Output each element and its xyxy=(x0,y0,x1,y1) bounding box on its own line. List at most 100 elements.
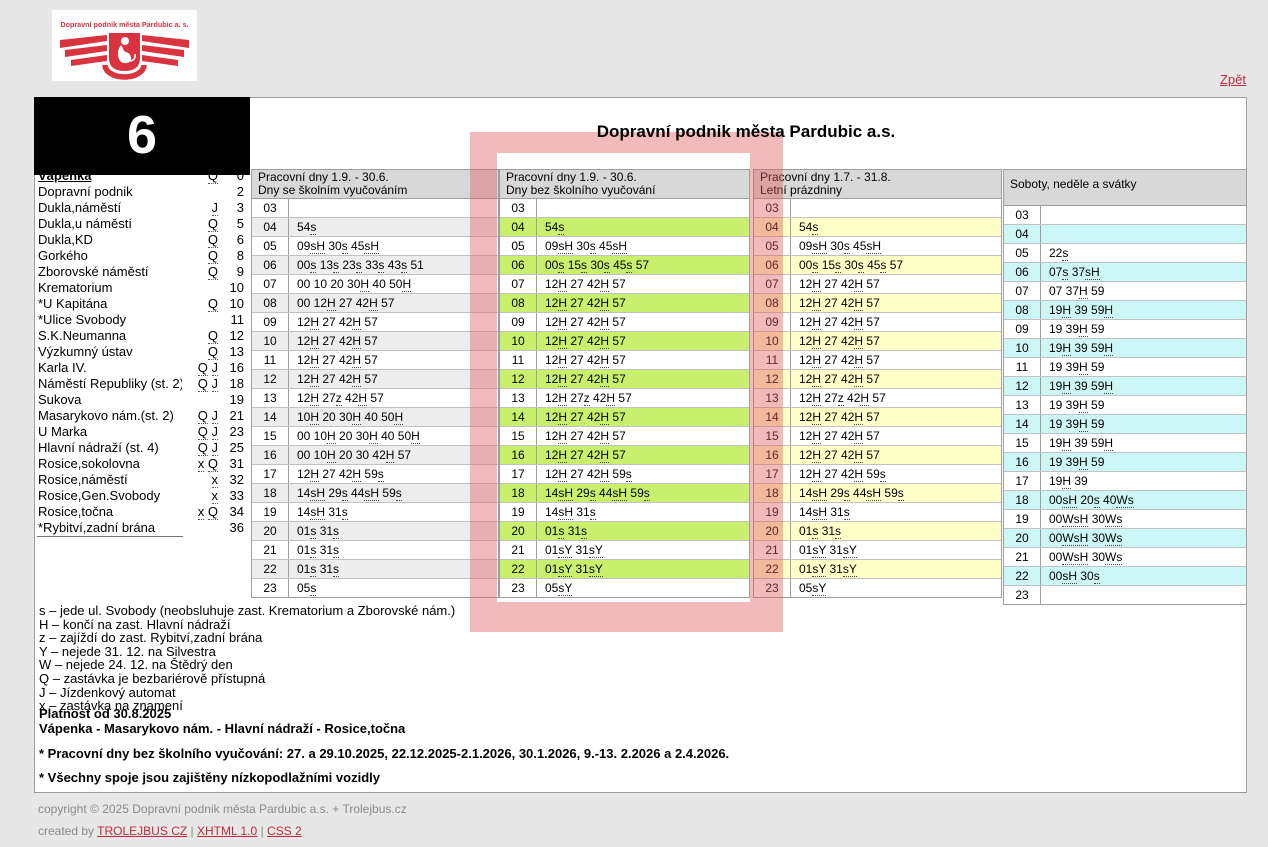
stop-flag-x[interactable]: x xyxy=(211,488,218,504)
note-mark-sY[interactable]: sY xyxy=(558,581,573,596)
note-mark-H[interactable]: H xyxy=(854,410,864,425)
note-mark-s[interactable]: s xyxy=(581,524,588,539)
note-mark-s[interactable]: s xyxy=(310,258,317,273)
stop-flag-J[interactable]: J xyxy=(211,440,218,456)
stop-flag-Q[interactable]: Q xyxy=(207,168,218,184)
note-mark-sH[interactable]: sH xyxy=(310,239,326,254)
note-mark-H[interactable]: H xyxy=(854,353,864,368)
note-mark-sY[interactable]: sY xyxy=(558,543,573,558)
note-mark-sH[interactable]: sH xyxy=(1085,265,1100,280)
stop-flag-Q[interactable]: Q xyxy=(207,296,218,312)
stop-flag-Q[interactable]: Q xyxy=(207,232,218,248)
note-mark-WsH[interactable]: WsH xyxy=(1062,512,1089,527)
note-mark-H[interactable]: H xyxy=(812,372,822,387)
note-mark-s[interactable]: s xyxy=(581,258,588,273)
note-mark-H[interactable]: H xyxy=(394,410,404,425)
note-mark-H[interactable]: H xyxy=(606,391,616,406)
note-mark-H[interactable]: H xyxy=(1062,303,1072,318)
note-mark-H[interactable]: H xyxy=(327,448,336,463)
note-mark-H[interactable]: H xyxy=(1062,341,1072,356)
note-mark-H[interactable]: H xyxy=(310,391,320,406)
note-mark-H[interactable]: H xyxy=(1104,379,1114,394)
dpmp-logo[interactable]: Dopravní podnik města Pardubic a. s. xyxy=(52,10,197,81)
note-mark-H[interactable]: H xyxy=(352,334,362,349)
note-mark-s[interactable]: s xyxy=(603,258,610,273)
note-mark-H[interactable]: H xyxy=(812,315,822,330)
note-mark-H[interactable]: H xyxy=(854,296,864,311)
note-mark-H[interactable]: H xyxy=(310,467,320,482)
note-mark-H[interactable]: H xyxy=(854,334,864,349)
note-mark-s[interactable]: s xyxy=(341,505,348,520)
note-mark-s[interactable]: s xyxy=(333,524,340,539)
note-mark-s[interactable]: s xyxy=(310,562,317,577)
note-mark-H[interactable]: H xyxy=(600,315,610,330)
note-mark-H[interactable]: H xyxy=(812,467,822,482)
stop-flag-J[interactable]: J xyxy=(211,408,218,424)
note-mark-H[interactable]: H xyxy=(558,334,568,349)
note-mark-s[interactable]: s xyxy=(843,505,850,520)
note-mark-s[interactable]: s xyxy=(378,258,385,273)
note-mark-sY[interactable]: sY xyxy=(588,543,603,558)
note-mark-sH[interactable]: sH xyxy=(812,486,828,501)
note-mark-sY[interactable]: sY xyxy=(812,562,827,577)
note-mark-H[interactable]: H xyxy=(402,277,412,292)
stop-flag-Q[interactable]: Q xyxy=(197,424,208,440)
note-mark-H[interactable]: H xyxy=(558,296,568,311)
note-mark-sH[interactable]: sH xyxy=(612,486,628,501)
note-mark-H[interactable]: H xyxy=(812,353,822,368)
note-mark-H[interactable]: H xyxy=(385,448,395,463)
note-mark-sH[interactable]: sH xyxy=(364,486,380,501)
note-mark-H[interactable]: H xyxy=(310,372,320,387)
note-mark-s[interactable]: s xyxy=(401,258,408,273)
note-mark-sH[interactable]: sH xyxy=(310,505,326,520)
note-mark-WsH[interactable]: WsH xyxy=(1062,550,1089,565)
note-mark-H[interactable]: H xyxy=(812,429,822,444)
note-mark-H[interactable]: H xyxy=(1062,474,1072,489)
note-mark-s[interactable]: s xyxy=(879,467,886,482)
stop-flag-Q[interactable]: Q xyxy=(207,264,218,280)
note-mark-H[interactable]: H xyxy=(360,277,370,292)
stop-flag-x[interactable]: x xyxy=(197,504,205,520)
note-mark-H[interactable]: H xyxy=(860,391,870,406)
stop-flag-Q[interactable]: Q xyxy=(197,360,208,376)
note-mark-H[interactable]: H xyxy=(812,334,822,349)
note-mark-s[interactable]: s xyxy=(558,524,565,539)
note-mark-s[interactable]: s xyxy=(812,524,819,539)
note-mark-s[interactable]: s xyxy=(333,543,340,558)
note-mark-H[interactable]: H xyxy=(854,429,864,444)
note-mark-s[interactable]: s xyxy=(310,543,317,558)
note-mark-H[interactable]: H xyxy=(558,467,568,482)
note-mark-H[interactable]: H xyxy=(558,353,568,368)
note-mark-sY[interactable]: sY xyxy=(558,562,573,577)
note-mark-H[interactable]: H xyxy=(327,296,336,311)
note-mark-H[interactable]: H xyxy=(854,277,864,292)
note-mark-s[interactable]: s xyxy=(333,258,340,273)
note-mark-s[interactable]: s xyxy=(558,220,565,235)
stop-flag-J[interactable]: J xyxy=(211,200,218,216)
note-mark-H[interactable]: H xyxy=(558,448,568,463)
note-mark-H[interactable]: H xyxy=(352,372,362,387)
note-mark-z[interactable]: z xyxy=(583,391,590,406)
note-mark-Ws[interactable]: Ws xyxy=(1105,531,1123,546)
note-mark-s[interactable]: s xyxy=(625,467,632,482)
note-mark-H[interactable]: H xyxy=(600,353,610,368)
note-mark-H[interactable]: H xyxy=(1079,284,1088,299)
note-mark-s[interactable]: s xyxy=(812,258,819,273)
note-mark-sY[interactable]: sY xyxy=(812,581,827,596)
note-mark-H[interactable]: H xyxy=(1062,436,1072,451)
note-mark-H[interactable]: H xyxy=(600,410,610,425)
footer-link-css-2[interactable]: CSS 2 xyxy=(267,824,302,838)
stop-flag-Q[interactable]: Q xyxy=(207,344,218,360)
note-mark-sH[interactable]: sH xyxy=(1062,569,1078,584)
note-mark-H[interactable]: H xyxy=(310,410,320,425)
note-mark-s[interactable]: s xyxy=(395,486,402,501)
note-mark-H[interactable]: H xyxy=(1079,455,1088,470)
note-mark-sH[interactable]: sH xyxy=(558,486,574,501)
stop-flag-x[interactable]: x xyxy=(211,472,218,488)
stop-flag-J[interactable]: J xyxy=(211,376,218,392)
note-mark-s[interactable]: s xyxy=(341,239,348,254)
stop-flag-Q[interactable]: Q xyxy=(207,328,218,344)
note-mark-H[interactable]: H xyxy=(812,391,822,406)
note-mark-H[interactable]: H xyxy=(558,429,568,444)
stop-flag-Q[interactable]: Q xyxy=(197,440,208,456)
